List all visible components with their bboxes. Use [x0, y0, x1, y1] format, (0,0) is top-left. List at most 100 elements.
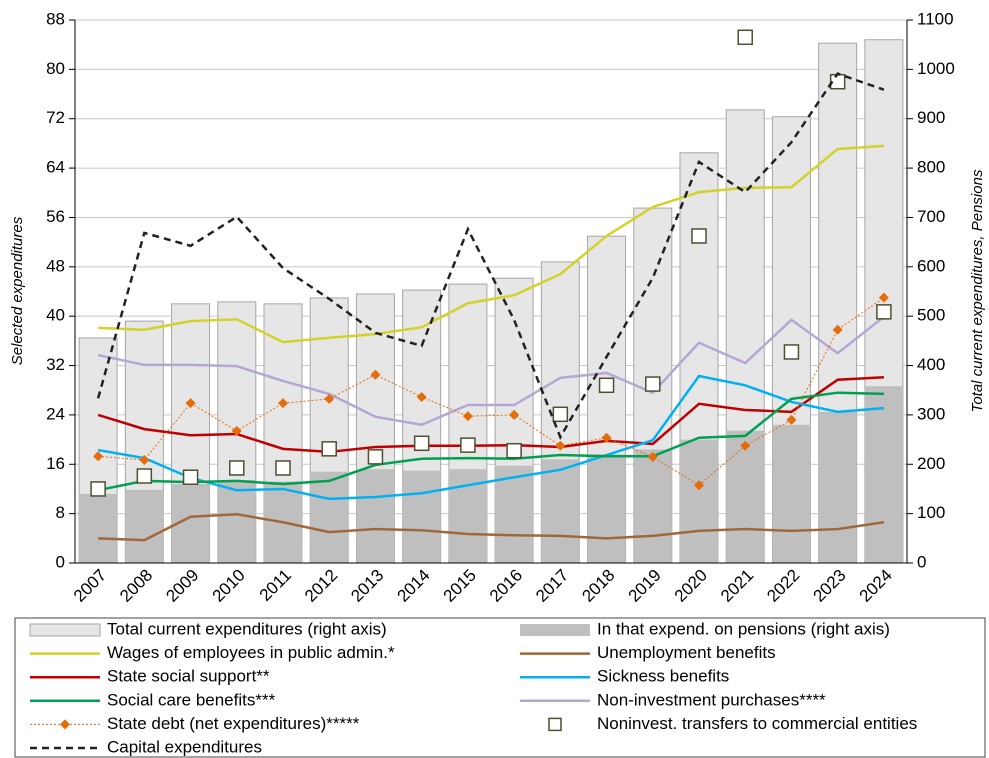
point-marker: [737, 29, 753, 46]
y-tick-label: 40: [46, 306, 65, 325]
y-tick-label: 72: [46, 108, 65, 127]
x-tick-label: 2017: [532, 566, 572, 606]
point-marker: [231, 425, 242, 436]
point-marker: [185, 398, 196, 409]
point-marker: [275, 460, 291, 476]
y-axis-title: Selected expenditures: [9, 216, 26, 365]
legend-label: Unemployment benefits: [597, 643, 776, 662]
series-line: [96, 72, 885, 440]
bar: [217, 480, 256, 563]
x-tick-label: 2022: [763, 566, 803, 606]
point-marker: [598, 377, 615, 394]
x-tick-label: 2019: [625, 566, 665, 606]
legend-label: Non-investment purchases****: [597, 690, 826, 709]
point-marker: [876, 304, 892, 320]
point-marker: [278, 398, 288, 409]
point-marker: [182, 469, 199, 485]
y2-axis-title: Total current expenditures, Pensions: [969, 169, 986, 412]
y2-tick-label: 700: [917, 207, 945, 226]
point-marker: [506, 442, 522, 459]
legend-label: Capital expenditures: [107, 737, 262, 756]
y-tick-label: 8: [56, 503, 65, 522]
y2-tick-label: 1000: [917, 59, 955, 78]
bar: [79, 493, 118, 563]
point-marker: [416, 392, 427, 403]
point-marker: [647, 451, 658, 462]
y2-tick-label: 900: [917, 108, 945, 127]
legend-swatch: [29, 623, 101, 637]
y-tick-label: 0: [56, 552, 65, 571]
legend-label: Social care benefits***: [107, 690, 276, 709]
series-line: [98, 297, 885, 486]
legend-label: In that expend. on pensions (right axis): [597, 619, 890, 638]
legend-marker: [548, 717, 562, 732]
y-tick-label: 48: [46, 256, 65, 275]
bar: [680, 439, 718, 563]
legend-label: State social support**: [107, 667, 270, 686]
bar: [310, 471, 349, 563]
y2-tick-label: 300: [917, 404, 945, 423]
point-marker: [370, 369, 381, 380]
x-tick-label: 2015: [440, 566, 480, 606]
point-marker: [786, 414, 797, 425]
point-marker: [93, 451, 104, 462]
legend-label: Sickness benefits: [597, 667, 729, 686]
point-marker: [509, 409, 520, 420]
x-tick-label: 2012: [301, 566, 341, 606]
x-tick-label: 2013: [347, 566, 387, 606]
y-tick-label: 32: [46, 355, 65, 374]
bar: [587, 454, 626, 563]
series-line: [98, 144, 884, 344]
bar: [356, 469, 395, 563]
point-marker: [229, 460, 245, 476]
y2-tick-label: 600: [917, 256, 945, 275]
x-tick-label: 2016: [486, 566, 526, 606]
y2-tick-label: 100: [917, 503, 945, 522]
legend-swatch: [520, 624, 590, 636]
x-tick-label: 2024: [856, 566, 896, 606]
y2-tick-label: 0: [917, 552, 926, 571]
y2-tick-label: 1100: [917, 9, 954, 28]
point-marker: [832, 324, 843, 335]
point-marker: [136, 468, 153, 484]
point-marker: [783, 344, 800, 360]
legend-box: [14, 617, 986, 758]
point-marker: [90, 481, 106, 497]
x-tick-label: 2018: [578, 566, 618, 606]
x-tick-label: 2007: [70, 566, 110, 606]
y2-tick-label: 500: [917, 306, 945, 325]
point-marker: [601, 432, 612, 443]
point-marker: [413, 435, 430, 452]
bar: [633, 449, 672, 563]
series-line: [97, 391, 884, 492]
bar: [495, 465, 534, 563]
x-tick-label: 2020: [671, 566, 711, 606]
x-tick-label: 2014: [393, 566, 433, 606]
point-marker: [645, 376, 661, 392]
y2-tick-label: 400: [917, 355, 945, 374]
bar: [402, 470, 441, 563]
bar: [772, 424, 811, 563]
x-tick-label: 2010: [209, 566, 249, 606]
bar: [726, 430, 765, 563]
bar: [541, 459, 580, 563]
point-marker: [691, 228, 707, 244]
y2-tick-label: 800: [917, 158, 945, 177]
point-marker: [555, 440, 566, 451]
y-tick-label: 16: [46, 454, 65, 473]
series-line: [97, 376, 884, 454]
y-tick-label: 24: [46, 404, 65, 423]
point-marker: [740, 440, 751, 451]
point-marker: [552, 406, 569, 423]
y-tick-label: 64: [46, 158, 65, 177]
legend-label: Total current expenditures (right axis): [107, 619, 387, 638]
point-marker: [460, 437, 476, 453]
y-tick-label: 56: [46, 207, 65, 226]
series-line: [97, 315, 885, 427]
point-marker: [694, 480, 704, 491]
y-tick-label: 80: [46, 59, 65, 78]
x-tick-label: 2009: [162, 566, 202, 606]
point-marker: [321, 441, 337, 457]
x-tick-label: 2011: [256, 566, 295, 605]
